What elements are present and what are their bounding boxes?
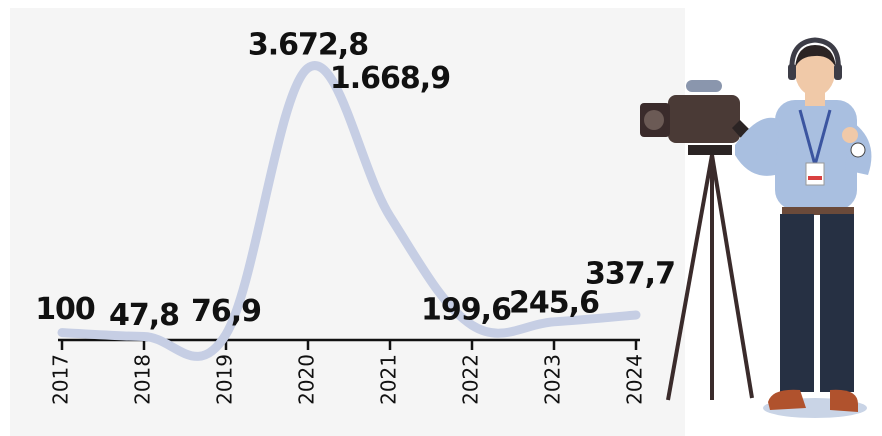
- x-tick-label: 2022: [459, 354, 483, 405]
- data-label: 3.672,8: [248, 28, 368, 63]
- data-label: 199,6: [421, 293, 511, 328]
- data-label: 1.668,9: [330, 61, 450, 96]
- chart: 2017 2018 2019 2020 2021 2022 2023 2024 100 47,8 7…: [0, 0, 882, 436]
- data-label: 76,9: [191, 294, 261, 329]
- x-tick-label: 2017: [49, 354, 73, 405]
- x-tick-label: 2024: [623, 354, 647, 405]
- page: {"chart_data": {"type": "line", "categor…: [0, 0, 882, 436]
- data-label: 47,8: [109, 298, 179, 333]
- x-tick-label: 2020: [295, 354, 319, 405]
- x-tick-label: 2018: [131, 354, 155, 405]
- data-label: 100: [35, 292, 95, 327]
- x-tick-label: 2021: [377, 354, 401, 405]
- data-label: 337,7: [585, 256, 675, 291]
- x-tick-label: 2023: [541, 354, 565, 405]
- x-tick-label: 2019: [213, 354, 237, 405]
